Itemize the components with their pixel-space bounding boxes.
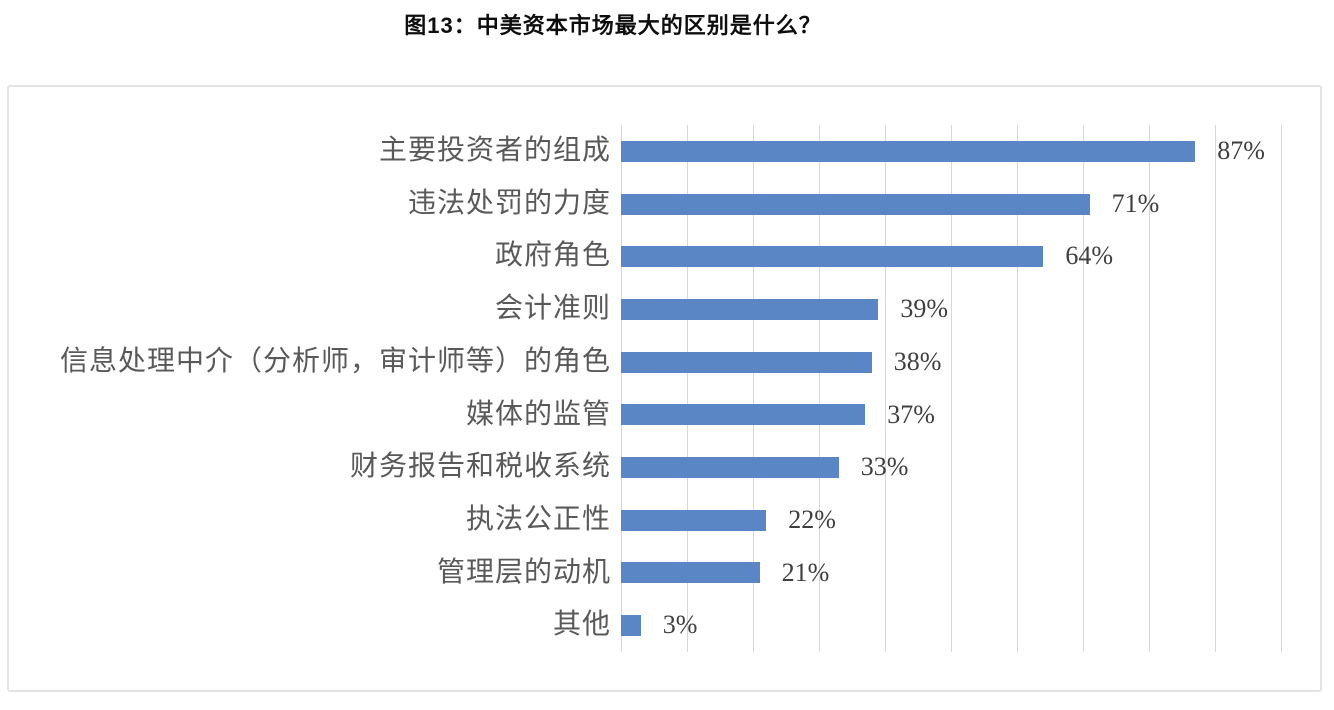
category-label: 财务报告和税收系统 bbox=[349, 451, 611, 483]
bar-row: 会计准则 39% bbox=[9, 283, 1320, 336]
bar-row: 政府角色 64% bbox=[9, 230, 1320, 283]
bar bbox=[621, 351, 872, 373]
bar-row: 违法处罚的力度 71% bbox=[9, 178, 1320, 231]
gridline bbox=[1017, 125, 1018, 652]
bar-row: 信息处理中介（分析师，审计师等）的角色 38% bbox=[9, 336, 1320, 389]
value-label: 21% bbox=[781, 557, 830, 587]
bar-row: 财务报告和税收系统 33% bbox=[9, 441, 1320, 494]
value-label: 3% bbox=[662, 610, 698, 640]
gridline bbox=[621, 125, 622, 652]
category-label: 政府角色 bbox=[494, 240, 611, 272]
gridline bbox=[1083, 125, 1084, 652]
bar bbox=[621, 193, 1090, 215]
bar bbox=[621, 457, 839, 479]
category-label: 其他 bbox=[552, 609, 611, 641]
value-label: 87% bbox=[1217, 136, 1265, 165]
value-label: 64% bbox=[1065, 241, 1114, 271]
gridline bbox=[1281, 125, 1282, 652]
gridline bbox=[951, 125, 952, 652]
gridline bbox=[819, 125, 820, 652]
gridline bbox=[1149, 125, 1150, 652]
bar-row: 管理层的动机 21% bbox=[9, 547, 1320, 600]
chart-frame: 主要投资者的组成 87% 违法处罚的力度 71% 政府角色 64% 会计准则 39% 信息处理中… bbox=[7, 85, 1322, 692]
bar bbox=[621, 298, 879, 320]
value-label: 71% bbox=[1111, 188, 1160, 218]
category-label: 信息处理中介（分析师，审计师等）的角色 bbox=[59, 345, 611, 377]
category-label: 违法处罚的力度 bbox=[407, 187, 611, 219]
category-label: 管理层的动机 bbox=[436, 556, 611, 588]
bar-row: 主要投资者的组成 87% bbox=[9, 125, 1320, 178]
bar bbox=[621, 509, 767, 531]
chart-title: 图13：中美资本市场最大的区别是什么？ bbox=[404, 13, 822, 38]
bar bbox=[621, 562, 760, 584]
bar-row: 其他 3% bbox=[9, 599, 1320, 652]
value-label: 39% bbox=[900, 294, 949, 324]
gridline bbox=[1215, 125, 1216, 652]
bar bbox=[621, 246, 1044, 268]
category-label: 执法公正性 bbox=[465, 503, 611, 535]
gridline bbox=[687, 125, 688, 652]
bar-row: 执法公正性 22% bbox=[9, 494, 1320, 547]
value-label: 38% bbox=[893, 346, 942, 376]
category-label: 媒体的监管 bbox=[465, 398, 611, 430]
bar-row: 媒体的监管 37% bbox=[9, 389, 1320, 442]
value-label: 37% bbox=[887, 399, 935, 429]
value-label: 22% bbox=[788, 504, 836, 534]
bar bbox=[621, 404, 866, 426]
bar bbox=[621, 140, 1196, 162]
bar bbox=[621, 615, 641, 637]
gridline bbox=[753, 125, 754, 652]
value-label: 33% bbox=[860, 452, 909, 482]
category-label: 主要投资者的组成 bbox=[378, 135, 611, 166]
gridline bbox=[885, 125, 886, 652]
category-label: 会计准则 bbox=[494, 293, 611, 325]
